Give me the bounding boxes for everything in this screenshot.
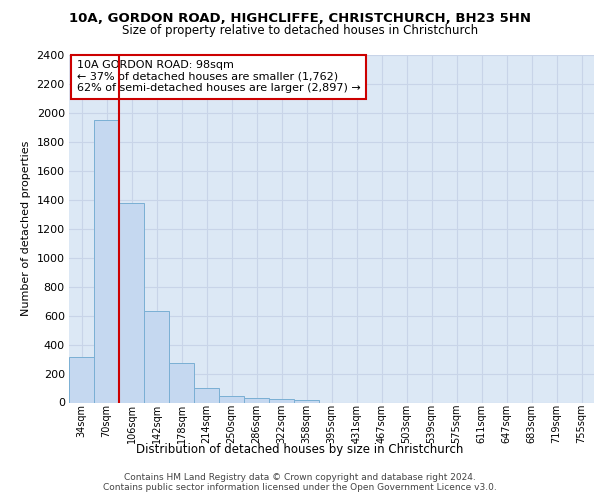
Bar bbox=[244, 398, 269, 402]
Bar bbox=[294, 400, 319, 402]
Text: Size of property relative to detached houses in Christchurch: Size of property relative to detached ho… bbox=[122, 24, 478, 37]
Bar bbox=[219, 396, 244, 402]
Bar bbox=[94, 120, 119, 403]
Y-axis label: Number of detached properties: Number of detached properties bbox=[21, 141, 31, 316]
Text: Contains public sector information licensed under the Open Government Licence v3: Contains public sector information licen… bbox=[103, 484, 497, 492]
Bar bbox=[144, 312, 169, 402]
Text: Contains HM Land Registry data © Crown copyright and database right 2024.: Contains HM Land Registry data © Crown c… bbox=[124, 472, 476, 482]
Bar bbox=[119, 202, 144, 402]
Bar bbox=[69, 357, 94, 403]
Bar bbox=[169, 364, 194, 403]
Text: Distribution of detached houses by size in Christchurch: Distribution of detached houses by size … bbox=[136, 442, 464, 456]
Bar bbox=[269, 400, 294, 402]
Text: 10A, GORDON ROAD, HIGHCLIFFE, CHRISTCHURCH, BH23 5HN: 10A, GORDON ROAD, HIGHCLIFFE, CHRISTCHUR… bbox=[69, 12, 531, 26]
Text: 10A GORDON ROAD: 98sqm
← 37% of detached houses are smaller (1,762)
62% of semi-: 10A GORDON ROAD: 98sqm ← 37% of detached… bbox=[77, 60, 361, 94]
Bar bbox=[194, 388, 219, 402]
